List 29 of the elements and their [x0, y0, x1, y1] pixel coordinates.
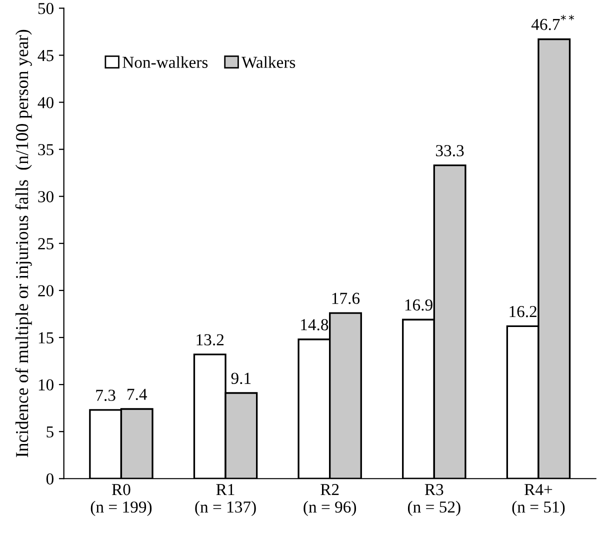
data-label: 7.3: [96, 390, 116, 401]
y-tick-label: 0: [46, 473, 54, 485]
y-tick-label: 45: [38, 50, 54, 62]
data-label: 46.7$^{**}$: [531, 14, 574, 30]
y-axis-title: Incidence of multiple or injurious falls (n/100 person year): [15, 30, 32, 458]
x-tick-label: R0 (n = 199): [90, 484, 152, 516]
y-tick-label: 40: [38, 96, 54, 108]
y-tick-label: 30: [38, 191, 54, 202]
data-label: 33.3: [436, 145, 464, 156]
y-tick-label: 25: [38, 238, 54, 250]
y-tick-label: 20: [38, 285, 54, 296]
y-tick-label: 35: [38, 144, 54, 156]
data-label: 9.1: [231, 372, 251, 384]
legend-label: Non-walkers: [122, 56, 208, 68]
x-tick-label: R4+ (n = 51): [512, 484, 565, 516]
y-tick-label: 15: [38, 332, 54, 344]
x-tick-label: R1 (n = 137): [195, 484, 256, 516]
data-label: 16.2: [510, 306, 536, 318]
x-tick-label: R2 (n = 96): [304, 484, 356, 516]
data-label: 14.8: [301, 319, 328, 330]
data-label: 16.9: [405, 299, 432, 311]
legend-label: Walkers: [242, 56, 296, 68]
y-tick-label: 5: [46, 426, 54, 438]
y-tick-label: 50: [38, 2, 54, 14]
y-tick-label: 10: [38, 379, 54, 390]
x-tick-label: R3 (n = 52): [408, 484, 460, 516]
data-label: 13.2: [196, 334, 224, 346]
data-label: 7.4: [128, 388, 148, 400]
data-label: 17.6: [332, 292, 360, 304]
